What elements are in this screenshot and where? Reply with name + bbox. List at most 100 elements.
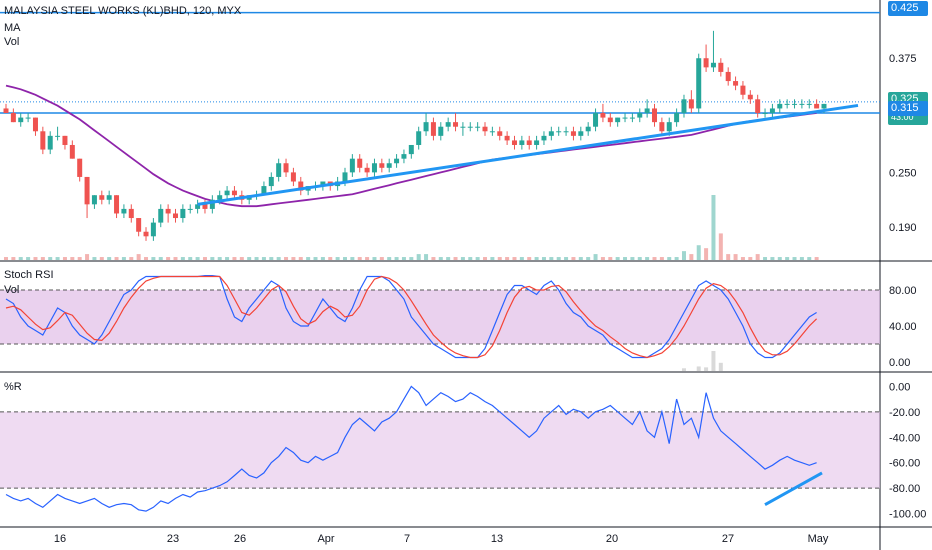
volume-bar [674, 257, 679, 260]
volume-bar [328, 257, 333, 260]
volume-bar [527, 257, 532, 260]
volume-bar [121, 257, 126, 260]
stoch-vol-label: Vol [4, 284, 20, 296]
candle-body [158, 208, 164, 223]
candle-body [460, 126, 466, 128]
candle-body [814, 103, 820, 109]
candle [445, 117, 451, 132]
candle [77, 158, 83, 182]
volume-bar [446, 257, 451, 260]
candle [629, 113, 635, 123]
volume-bar [519, 257, 524, 260]
candle-body [548, 131, 554, 136]
volume-bar [254, 257, 259, 260]
candle [357, 154, 363, 173]
candle [482, 122, 488, 136]
price-tag-top-line: 0.425 [888, 1, 928, 16]
candle [91, 195, 97, 209]
volume-bar [608, 257, 613, 260]
candle-body [217, 195, 223, 200]
volume-bar [40, 257, 45, 260]
candle [762, 108, 768, 118]
volume-bar [11, 257, 16, 260]
candle [703, 44, 709, 72]
volume-bar [534, 257, 539, 260]
volume-bar [210, 257, 215, 260]
volume-bar [4, 257, 8, 260]
candle [438, 122, 444, 141]
volume-bar [188, 257, 193, 260]
volume-bar [261, 257, 266, 260]
candle-body [453, 122, 459, 127]
volume-bar [763, 257, 768, 260]
candle-body [725, 71, 731, 82]
volume-bar [85, 254, 90, 260]
volume-bar [785, 257, 790, 260]
volume-bar [475, 257, 480, 260]
symbol-title: MALAYSIA STEEL WORKS (KL)BHD, 120, MYX [4, 5, 242, 17]
candle [136, 218, 142, 237]
volume-bar [298, 257, 303, 260]
candle-body [747, 94, 753, 100]
candle-body [430, 122, 436, 136]
candle-body [231, 190, 237, 196]
stoch-band [0, 290, 880, 344]
candle [114, 195, 120, 219]
volume-bar [342, 257, 347, 260]
volume-bar [770, 257, 775, 260]
candle [688, 90, 694, 114]
candle [276, 158, 282, 182]
volume-bar [556, 257, 561, 260]
volume-bar [468, 257, 473, 260]
volume-bar [99, 257, 104, 260]
candle-body [666, 122, 672, 132]
volume-bar [453, 257, 458, 260]
candle [644, 99, 650, 118]
volume-bar [777, 257, 782, 260]
candle-body [357, 158, 363, 168]
candle [792, 99, 798, 109]
candle-body [541, 135, 547, 141]
candle [349, 154, 355, 177]
volume-bar [416, 254, 421, 260]
candle-body [202, 204, 208, 209]
volume-bar [365, 257, 370, 260]
volume-bar [733, 254, 738, 260]
candle [283, 158, 289, 177]
volume-bar [350, 257, 355, 260]
volume-bar [247, 257, 252, 260]
stoch-rsi-title: Stoch RSI [4, 269, 54, 281]
candle-body [688, 99, 694, 109]
candle-body [84, 176, 90, 205]
candle-body [290, 172, 296, 182]
volume-bar [681, 251, 686, 260]
candle [84, 176, 90, 219]
candle [10, 108, 16, 123]
candle-body [283, 163, 289, 173]
candle-body [121, 208, 127, 214]
candle [224, 186, 230, 200]
volume-bar [438, 257, 443, 260]
volume-bar [306, 257, 311, 260]
candle [615, 117, 621, 127]
volume-bar [166, 257, 171, 260]
candle-body [379, 163, 385, 168]
volume-bar [48, 257, 53, 260]
candle [777, 99, 783, 114]
candle-body [534, 140, 540, 145]
candle-body [106, 195, 112, 200]
candle-body [423, 122, 429, 132]
volume-bar [586, 257, 591, 260]
candle-body [674, 113, 680, 123]
candle [511, 135, 517, 150]
candle-body [489, 131, 495, 133]
candle-body [276, 163, 282, 177]
volume-bar [276, 257, 281, 260]
volume-bar [284, 257, 289, 260]
volume-bar [136, 254, 141, 260]
volume-bar [600, 257, 605, 260]
volume-bar [505, 257, 510, 260]
candle-body [386, 163, 392, 168]
volume-bar [269, 257, 274, 260]
